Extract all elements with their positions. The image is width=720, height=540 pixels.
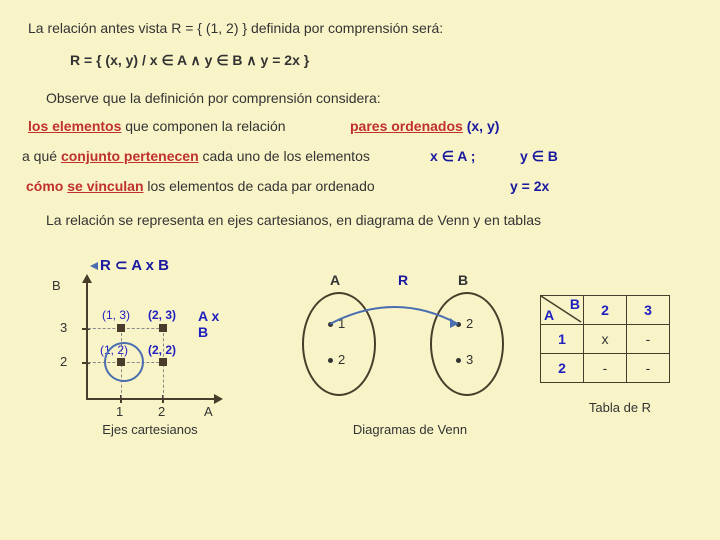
arrow-icon [90,262,98,270]
venn-diagram: A B R 1 2 2 3 [290,280,525,420]
line-6: cómo se vinculan los elementos de cada p… [26,178,375,194]
line-1: La relación antes vista R = { (1, 2) } d… [28,20,443,36]
line-7: La relación se representa en ejes cartes… [46,212,541,228]
venn-caption: Diagramas de Venn [330,422,490,437]
line-5b: x ∈ A ; [430,148,475,165]
line-5: a qué conjunto pertenecen cada uno de lo… [22,148,370,164]
line-2: R = { (x, y) / x ∈ A ∧ y ∈ B ∧ y = 2x } [70,52,309,69]
cart-caption: Ejes cartesianos [80,422,220,437]
cartesian-axes: (1, 3) (2, 3) (1, 2) (2, 2) B 3 2 1 2 A … [58,280,223,420]
line-4b: pares ordenados (x, y) [350,118,499,134]
line-5c: y ∈ B [520,148,558,165]
cart-title: R ⊂ A x B [100,256,169,274]
line-4: los elementos que componen la relación [28,118,286,134]
line-6b: y = 2x [510,178,549,194]
relation-table: A B 2 3 1x- 2-- [540,295,670,383]
line-3: Observe que la definición por comprensió… [46,90,381,106]
table-caption: Tabla de R [560,400,680,415]
